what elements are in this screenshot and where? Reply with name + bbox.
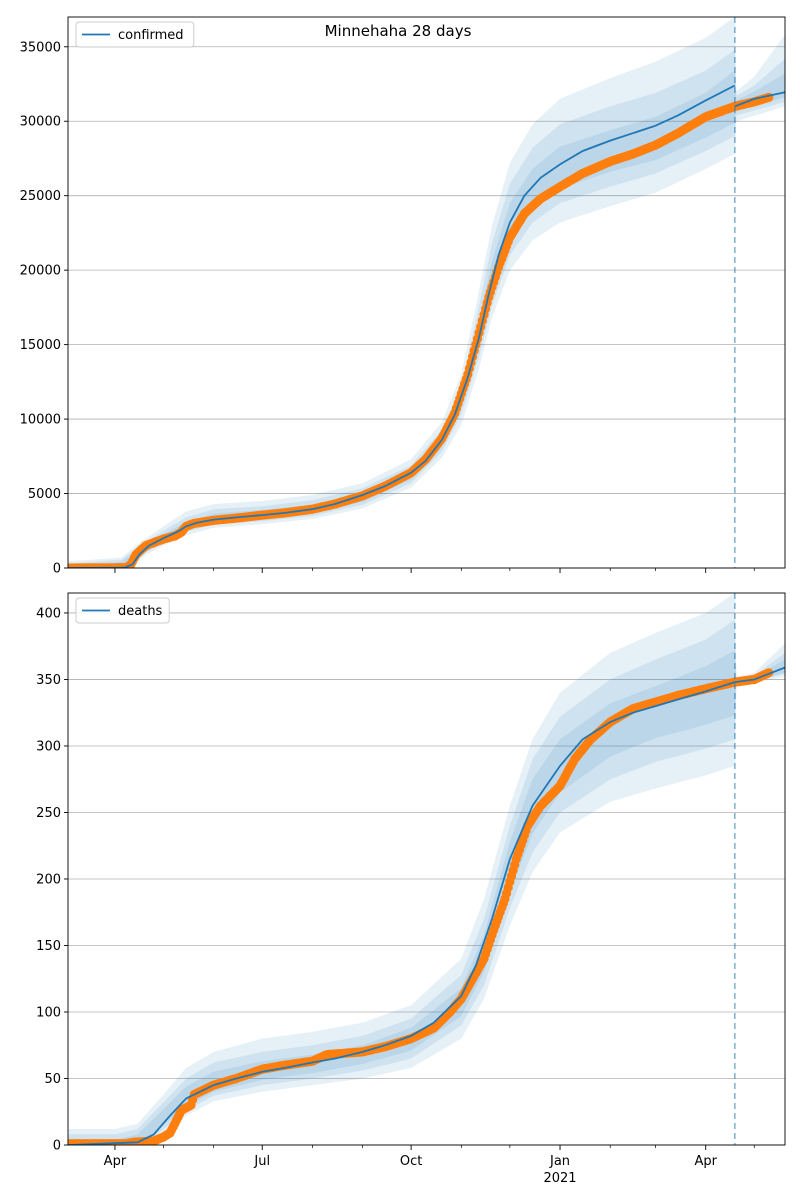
uncertainty-band-3 — [68, 70, 785, 568]
plot-area — [68, 17, 785, 568]
y-tick-label: 0 — [53, 1139, 61, 1154]
x-tick-label: Apr — [694, 1154, 717, 1169]
y-tick-label: 0 — [53, 562, 61, 577]
model-line — [68, 681, 736, 1145]
figure-title: Minnehaha 28 days — [325, 22, 472, 40]
y-tick-label: 350 — [36, 673, 61, 688]
y-tick-label: 400 — [36, 606, 61, 621]
y-tick-label: 30000 — [20, 115, 61, 130]
x-tick-label: Oct — [400, 1154, 422, 1169]
x-tick-label: Apr — [104, 1154, 127, 1169]
y-tick-label: 100 — [36, 1005, 61, 1020]
y-tick-label: 50 — [44, 1072, 61, 1087]
uncertainty-band-3 — [68, 650, 785, 1145]
y-tick-label: 250 — [36, 806, 61, 821]
legend-label: deaths — [118, 604, 163, 619]
y-tick-label: 35000 — [20, 40, 61, 55]
axes-frame — [67, 16, 786, 569]
axes-frame — [67, 592, 786, 1146]
confirmed-panel: 0 5000 10000 15000 20000 25000 30000 35000 confi… — [20, 16, 786, 577]
legend-box — [75, 21, 195, 48]
y-tick-label: 5000 — [28, 487, 61, 502]
forecast-line — [734, 91, 785, 108]
deaths-panel: 0 50 100 150 200 250 300 350 400 Apr Jul Oct Jan 2021… — [36, 592, 786, 1186]
y-tick-label: 10000 — [20, 413, 61, 428]
y-tick-label: 25000 — [20, 189, 61, 204]
y-tick-label: 15000 — [20, 338, 61, 353]
legend-box — [75, 597, 170, 624]
x-tick-label: Jul — [253, 1154, 270, 1169]
y-tick-label: 20000 — [20, 264, 61, 279]
y-tick-label: 300 — [36, 739, 61, 754]
plot-area — [68, 593, 785, 1145]
legend: deaths — [75, 597, 170, 624]
x-tick-label: Jan — [549, 1154, 570, 1169]
x-tick-sublabel: 2021 — [543, 1171, 576, 1186]
y-tick-label: 150 — [36, 939, 61, 954]
uncertainty-band-1 — [68, 17, 785, 568]
model-line — [68, 84, 736, 568]
uncertainty-band-2 — [68, 49, 785, 568]
legend-label: confirmed — [118, 28, 184, 43]
uncertainty-band-2 — [68, 619, 785, 1145]
y-tick-label: 200 — [36, 872, 61, 887]
legend: confirmed — [75, 21, 195, 48]
forecast-line — [734, 666, 785, 683]
